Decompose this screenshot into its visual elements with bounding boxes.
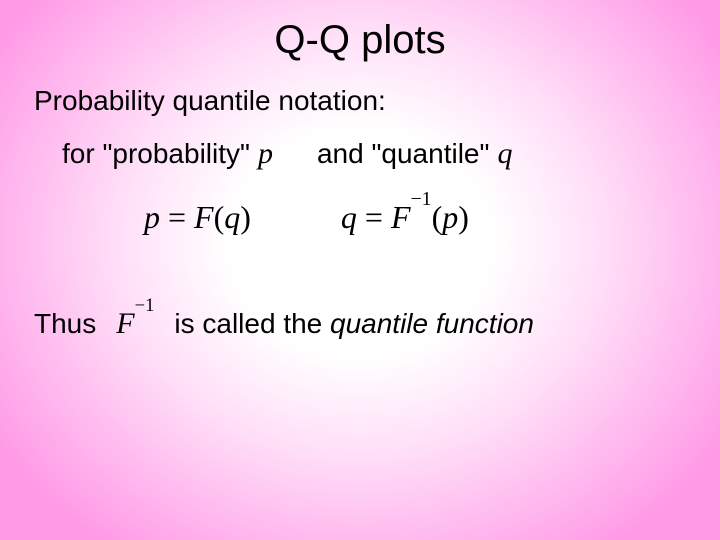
eq1-open-paren: ( [214, 199, 225, 235]
equations-row: p = F(q) q = F−1(p) [144, 199, 686, 236]
eq1-arg: q [224, 199, 240, 235]
eq2-close-paren: ) [458, 199, 469, 235]
eq2-lhs: q [341, 199, 357, 235]
eq1-equals: = [160, 199, 194, 235]
thus-label: Thus [34, 308, 96, 340]
slide-title: Q-Q plots [34, 18, 686, 63]
var-p: p [258, 137, 273, 171]
and-quantile-text: and "quantile" [317, 138, 489, 170]
equation-p-eq-Fq: p = F(q) [144, 199, 251, 236]
thus-line: Thus F−1 is called the quantile function [34, 306, 686, 341]
eq2-arg: p [442, 199, 458, 235]
for-probability-text: for "probability" [62, 138, 250, 170]
eq2-F: F [391, 199, 411, 235]
notation-heading: Probability quantile notation: [34, 85, 686, 117]
thus-superscript: −1 [135, 295, 155, 316]
eq2-open-paren: ( [432, 199, 443, 235]
notation-line: for "probability" p and "quantile" q [62, 137, 686, 171]
slide: Q-Q plots Probability quantile notation:… [0, 0, 720, 540]
thus-F: F [116, 307, 134, 340]
quantile-function-italic: quantile function [330, 308, 534, 339]
var-q: q [497, 137, 512, 171]
eq1-F: F [194, 199, 214, 235]
equation-q-eq-Finv-p: q = F−1(p) [341, 199, 469, 236]
thus-text-before: is called the [174, 308, 330, 339]
eq2-superscript: −1 [411, 188, 432, 210]
eq2-equals: = [357, 199, 391, 235]
quantile-function-text: is called the quantile function [174, 308, 534, 340]
F-inverse: F−1 [116, 306, 154, 341]
eq1-close-paren: ) [240, 199, 251, 235]
eq1-lhs: p [144, 199, 160, 235]
